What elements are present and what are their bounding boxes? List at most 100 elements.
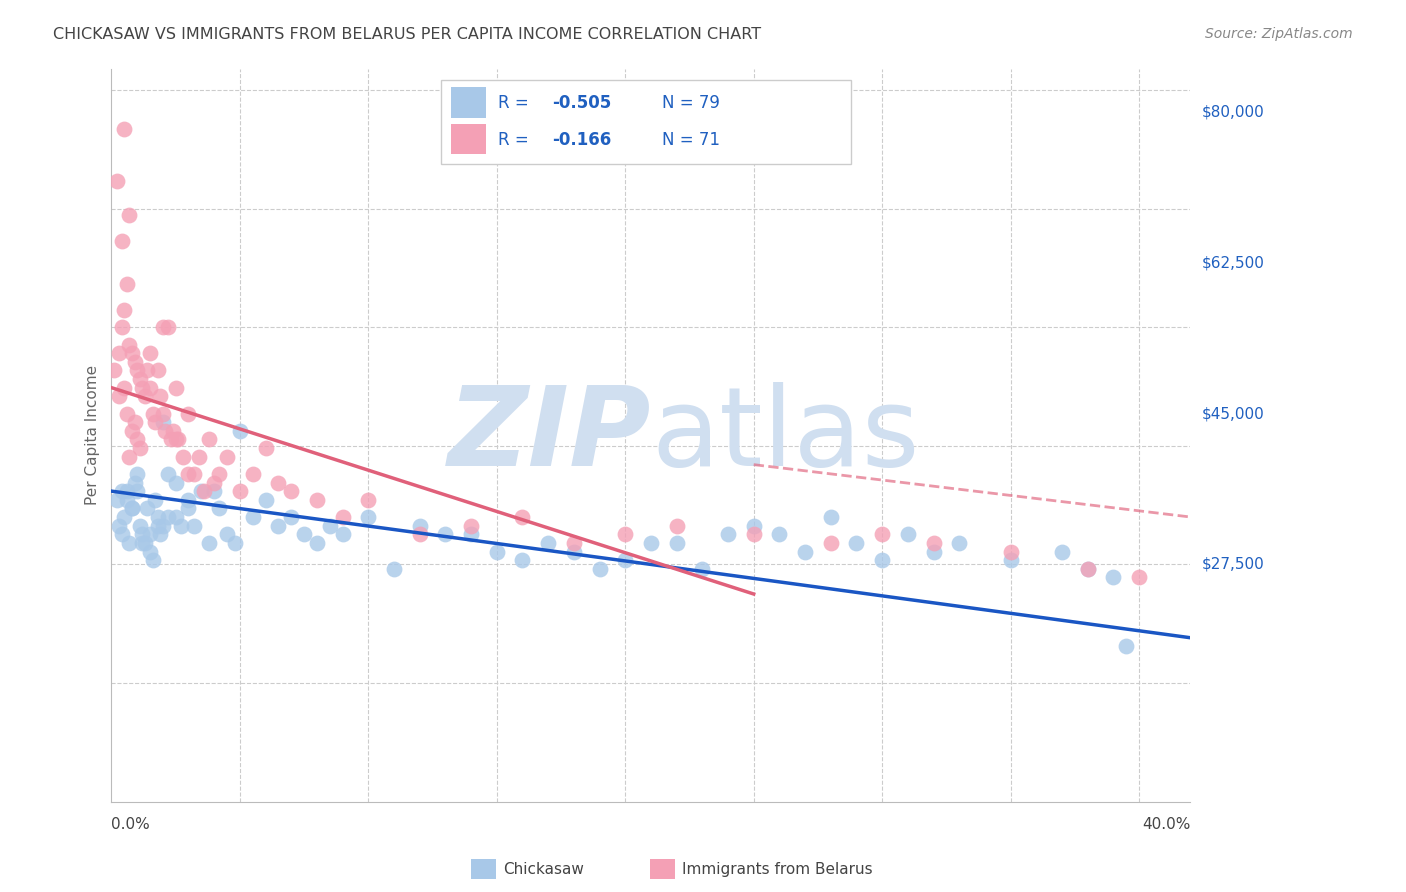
Text: -0.505: -0.505 [551, 94, 612, 112]
Point [124, 475, 146, 490]
Point [922, 544, 945, 558]
Text: N = 71: N = 71 [662, 130, 720, 149]
Point [820, 536, 842, 550]
Text: R =: R = [498, 94, 534, 112]
Point [665, 536, 688, 550]
Point [897, 527, 920, 541]
Point [319, 518, 342, 533]
Point [280, 510, 302, 524]
Point [254, 492, 277, 507]
Text: 40.0%: 40.0% [1142, 817, 1191, 832]
Point [146, 363, 169, 377]
Point [112, 121, 135, 136]
Point [156, 467, 179, 481]
Text: $62,500: $62,500 [1202, 255, 1264, 270]
Point [124, 415, 146, 429]
Point [131, 527, 153, 541]
Point [111, 527, 134, 541]
Point [105, 174, 128, 188]
Point [267, 518, 290, 533]
Point [152, 518, 174, 533]
Point [948, 536, 970, 550]
Text: -0.166: -0.166 [551, 130, 612, 149]
Point [152, 320, 174, 334]
Point [177, 407, 200, 421]
Point [202, 484, 225, 499]
Point [127, 363, 149, 377]
Point [229, 484, 252, 499]
Point [167, 433, 190, 447]
Point [537, 536, 560, 550]
Point [332, 510, 354, 524]
Point [165, 475, 187, 490]
Point [115, 407, 138, 421]
Point [588, 562, 610, 576]
Point [156, 510, 179, 524]
Point [512, 510, 534, 524]
Point [111, 320, 134, 334]
Point [460, 518, 482, 533]
Point [190, 484, 212, 499]
Point [215, 527, 238, 541]
Point [108, 346, 131, 360]
Point [208, 467, 231, 481]
Point [152, 407, 174, 421]
Point [870, 527, 893, 541]
Y-axis label: Per Capita Income: Per Capita Income [86, 365, 100, 505]
Point [267, 475, 290, 490]
Point [118, 536, 141, 550]
Point [305, 536, 328, 550]
Point [183, 518, 205, 533]
Point [127, 467, 149, 481]
Point [112, 381, 135, 395]
Point [177, 501, 200, 516]
Point [112, 303, 135, 318]
Point [229, 424, 252, 438]
Point [152, 415, 174, 429]
Point [242, 467, 264, 481]
Text: Source: ZipAtlas.com: Source: ZipAtlas.com [1205, 27, 1353, 41]
Point [118, 450, 141, 464]
Point [115, 484, 138, 499]
Point [512, 553, 534, 567]
Point [292, 527, 315, 541]
Point [155, 424, 177, 438]
Point [172, 450, 194, 464]
Point [149, 527, 172, 541]
Point [254, 441, 277, 455]
Point [1000, 544, 1022, 558]
Point [146, 518, 169, 533]
Point [1077, 562, 1099, 576]
Point [108, 518, 131, 533]
Point [717, 527, 740, 541]
Point [742, 527, 765, 541]
Point [845, 536, 868, 550]
Point [183, 467, 205, 481]
Point [820, 510, 842, 524]
Point [111, 484, 134, 499]
Point [156, 320, 179, 334]
Point [198, 433, 221, 447]
Text: $45,000: $45,000 [1202, 406, 1264, 421]
Point [357, 510, 380, 524]
Point [134, 389, 156, 403]
Point [187, 450, 209, 464]
Text: Chickasaw: Chickasaw [503, 863, 585, 877]
Point [139, 346, 162, 360]
Point [922, 536, 945, 550]
Point [208, 501, 231, 516]
Point [121, 346, 143, 360]
Point [139, 381, 162, 395]
FancyBboxPatch shape [451, 87, 486, 118]
Point [1077, 562, 1099, 576]
Point [136, 501, 159, 516]
Text: atlas: atlas [651, 382, 920, 489]
Point [193, 484, 215, 499]
Point [139, 527, 162, 541]
Point [134, 536, 156, 550]
Point [170, 518, 193, 533]
Point [131, 536, 153, 550]
Point [1000, 553, 1022, 567]
Point [640, 536, 662, 550]
Point [108, 389, 131, 403]
